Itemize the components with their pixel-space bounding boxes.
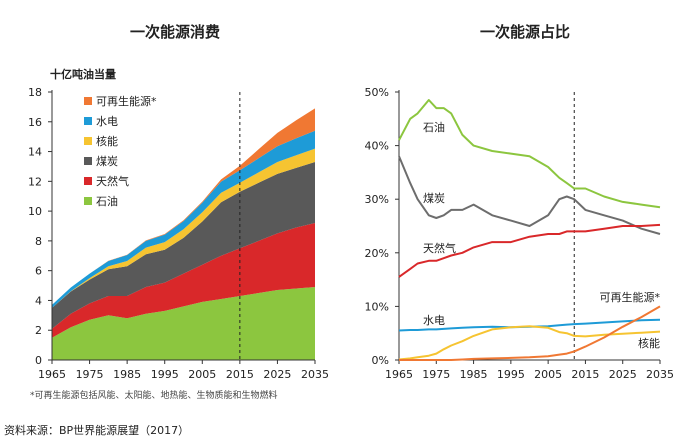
area-series-3 bbox=[52, 148, 315, 308]
right-x-tick-label: 1985 bbox=[460, 368, 488, 381]
left-plot-area: 0 2 4 6 8 10 12 14 16 18 1965 1975 1985 1995 2005 2015 2… bbox=[28, 86, 329, 381]
right-x-tick-label: 1965 bbox=[385, 368, 413, 381]
left-y-tick-label: 2 bbox=[35, 324, 42, 337]
left-chart-unit-label: 十亿吨油当量 bbox=[50, 67, 116, 81]
left-y-tick-label: 16 bbox=[28, 116, 42, 129]
left-y-tick-label: 10 bbox=[28, 205, 42, 218]
right-x-tick-label: 2035 bbox=[646, 368, 674, 381]
left-y-tick-label: 0 bbox=[35, 354, 42, 367]
line-series-0 bbox=[398, 99, 661, 209]
legend-swatch bbox=[84, 157, 92, 165]
right-y-tick-label: 40% bbox=[365, 140, 389, 153]
legend-swatch bbox=[84, 137, 92, 145]
right-x-tick-label: 2005 bbox=[534, 368, 562, 381]
right-y-tick-label: 20% bbox=[365, 247, 389, 260]
right-x-tick-label: 1975 bbox=[422, 368, 450, 381]
left-chart-title: 一次能源消费 bbox=[130, 23, 220, 41]
legend-swatch bbox=[84, 177, 92, 185]
right-chart-title: 一次能源占比 bbox=[480, 23, 570, 41]
left-y-tick-label: 4 bbox=[35, 294, 42, 307]
area-series-4 bbox=[52, 130, 315, 308]
series-label-renew: 可再生能源* bbox=[600, 290, 661, 304]
left-y-tick-label: 6 bbox=[35, 265, 42, 278]
left-x-tick-label: 2005 bbox=[188, 368, 216, 381]
area-series-0 bbox=[52, 287, 315, 360]
legend-label: 水电 bbox=[96, 115, 118, 128]
line-series-2 bbox=[398, 223, 661, 278]
left-y-tick-label: 14 bbox=[28, 146, 42, 159]
left-y-tick-label: 8 bbox=[35, 235, 42, 248]
area-series-5 bbox=[52, 108, 315, 305]
area-series-2 bbox=[52, 162, 315, 329]
line-series-5 bbox=[399, 305, 661, 361]
left-x-tick-label: 2015 bbox=[226, 368, 254, 381]
legend-label: 可再生能源* bbox=[96, 94, 157, 108]
left-chart-note: *可再生能源包括风能、太阳能、地热能、生物质能和生物燃料 bbox=[30, 389, 278, 401]
right-y-tick-label: 10% bbox=[365, 300, 389, 313]
left-x-tick-label: 1975 bbox=[76, 368, 104, 381]
left-x-tick-label: 2025 bbox=[263, 368, 291, 381]
line-series-4 bbox=[398, 325, 661, 361]
series-label-gas: 天然气 bbox=[423, 241, 456, 255]
legend-swatch bbox=[84, 197, 92, 205]
series-label-hydro: 水电 bbox=[423, 314, 445, 327]
left-x-tick-label: 1995 bbox=[151, 368, 179, 381]
right-x-tick-label: 2025 bbox=[609, 368, 637, 381]
series-label-oil: 石油 bbox=[423, 120, 445, 134]
left-y-tick-label: 12 bbox=[28, 175, 42, 188]
area-series-1 bbox=[52, 223, 315, 338]
legend-label: 煤炭 bbox=[96, 155, 118, 168]
source-note: 资料来源：BP世界能源展望（2017） bbox=[4, 424, 190, 437]
right-x-tick-label: 1995 bbox=[497, 368, 525, 381]
legend-swatch bbox=[84, 117, 92, 125]
right-y-tick-label: 0% bbox=[372, 354, 389, 367]
line-series-1 bbox=[398, 155, 661, 235]
series-label-nuclear: 核能 bbox=[638, 336, 660, 350]
legend-label: 石油 bbox=[96, 194, 118, 208]
legend-label: 天然气 bbox=[96, 174, 129, 188]
legend-swatch bbox=[84, 97, 92, 105]
left-x-tick-label: 1965 bbox=[38, 368, 66, 381]
left-x-tick-label: 2035 bbox=[301, 368, 329, 381]
legend-label: 核能 bbox=[96, 134, 118, 148]
right-x-tick-label: 2015 bbox=[571, 368, 599, 381]
left-x-tick-label: 1985 bbox=[113, 368, 141, 381]
left-y-tick-label: 18 bbox=[28, 86, 42, 99]
series-label-coal: 煤炭 bbox=[423, 192, 445, 205]
right-y-tick-label: 50% bbox=[365, 86, 389, 99]
right-plot-area: 0% 10% 20% 30% 40% 50% 1965 1975 1985 1995 2005 201… bbox=[365, 86, 674, 381]
right-y-tick-label: 30% bbox=[365, 193, 389, 206]
